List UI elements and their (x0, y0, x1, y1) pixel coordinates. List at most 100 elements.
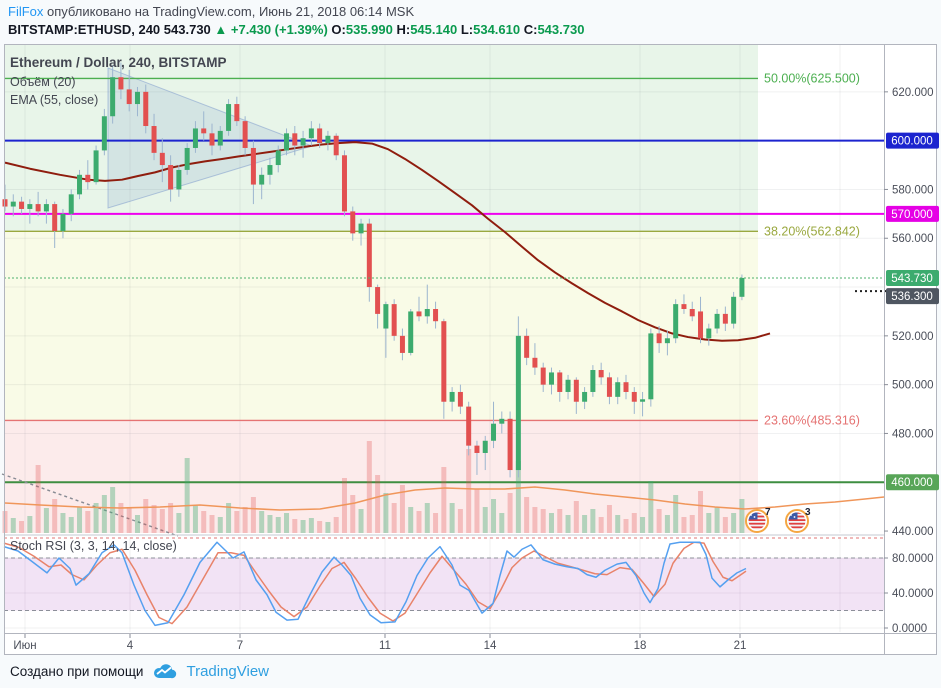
volume-bar (35, 465, 41, 533)
volume-bar (43, 508, 49, 533)
volume-bar (259, 511, 265, 533)
candle-body (582, 391, 588, 402)
candle-body (664, 338, 670, 344)
created-with-text: Создано при помощи (10, 663, 144, 679)
axis-price-badge (886, 288, 939, 305)
candle-body (681, 304, 687, 310)
volume-bar (722, 517, 728, 533)
high-label: H: (396, 22, 411, 37)
volume-bar (143, 499, 149, 533)
volume-bar (226, 503, 232, 533)
volume-bar (474, 489, 480, 533)
volume-bar (77, 507, 83, 533)
flag-stripes (748, 512, 766, 530)
candle-body (118, 77, 124, 90)
candle-body (43, 204, 49, 212)
candle-body (532, 357, 538, 368)
time-axis-label: 11 (379, 640, 391, 652)
candle-body (590, 370, 596, 392)
volume-bar (399, 485, 405, 533)
axis-price-badge-text: 570.000 (891, 209, 933, 221)
price-axis-label: 520.000 (892, 331, 934, 343)
ema-line (4, 141, 771, 342)
volume-bar (408, 507, 414, 533)
candle-body (615, 382, 621, 397)
candle-body (333, 135, 339, 156)
volume-bar (217, 517, 223, 533)
candle-body (300, 138, 306, 146)
candle-body (60, 213, 66, 231)
symbol-line: BITSTAMP:ETHUSD, 240 543.730 ▲ +7.430 (+… (8, 21, 933, 39)
volume-bar (27, 516, 33, 533)
candle-body (424, 309, 430, 317)
candle-body (325, 135, 331, 144)
candle-body (640, 399, 646, 402)
candle-body (19, 201, 25, 209)
candle-body (159, 152, 165, 166)
candle-body (35, 204, 41, 212)
candle-body (515, 335, 521, 471)
fib-level-label: 50.00%(625.500) (764, 71, 860, 85)
candle-body (689, 309, 695, 317)
candle-body (466, 406, 472, 446)
flag-count: 3 (805, 507, 811, 518)
volume-trendline-drawing[interactable] (1, 473, 179, 537)
candle-body (250, 147, 256, 185)
axis-price-badge-text: 460.000 (891, 477, 933, 489)
volume-bar (515, 461, 521, 533)
volume-bar (350, 495, 356, 533)
candle-body (350, 211, 356, 234)
volume-bar (714, 507, 720, 533)
time-axis-label: 21 (734, 640, 747, 652)
open-label: O: (331, 22, 346, 37)
volume-bar (93, 503, 99, 533)
volume-bar (10, 518, 16, 533)
candle-body (143, 91, 149, 127)
candle-body (482, 440, 488, 453)
up-arrow-icon: ▲ (214, 22, 228, 37)
chart-footer: Создано при помощи TradingView (10, 658, 269, 684)
volume-bar (184, 458, 190, 533)
candle-body (209, 133, 215, 146)
axis-price-badge (886, 269, 939, 286)
chart-header: FilFox опубликовано на TradingView.com, … (8, 3, 933, 39)
candle-body (449, 391, 455, 402)
tradingview-logo-icon[interactable] (151, 662, 178, 680)
candle-body (399, 335, 405, 353)
candle-body (52, 204, 58, 231)
volume-bar (333, 517, 339, 533)
price-axis-label: 440.000 (892, 526, 934, 538)
candle-body (126, 89, 132, 105)
candle-body (714, 313, 720, 329)
candle-body (598, 370, 604, 378)
candle-body (507, 418, 513, 471)
volume-bar (308, 518, 314, 533)
tradingview-link[interactable]: TradingView (186, 662, 270, 680)
candle-body (101, 116, 107, 151)
author-link[interactable]: FilFox (8, 4, 44, 19)
published-line: FilFox опубликовано на TradingView.com, … (8, 3, 933, 21)
stoch-pane-label: Stoch RSI (3, 3, 14, 14, close) (10, 539, 177, 553)
volume-bar (623, 519, 629, 533)
candle-body (416, 311, 422, 317)
volume-bar (192, 505, 198, 533)
candle-body (648, 333, 654, 400)
volume-bar (491, 499, 497, 533)
candle-body (573, 379, 579, 402)
volume-bar (706, 513, 712, 533)
volume-bar (499, 513, 505, 533)
candle-body (259, 174, 265, 185)
volume-bar (656, 509, 662, 533)
volume-bar (557, 509, 563, 533)
fib-band-lower (4, 420, 758, 533)
candle-body (673, 304, 679, 339)
candle-body (524, 335, 530, 358)
volume-bar (673, 495, 679, 533)
candle-body (201, 128, 207, 134)
time-axis-label: 14 (484, 640, 497, 652)
volume-bar (176, 513, 182, 533)
candle-body (433, 309, 439, 322)
volume-bar (118, 503, 124, 533)
